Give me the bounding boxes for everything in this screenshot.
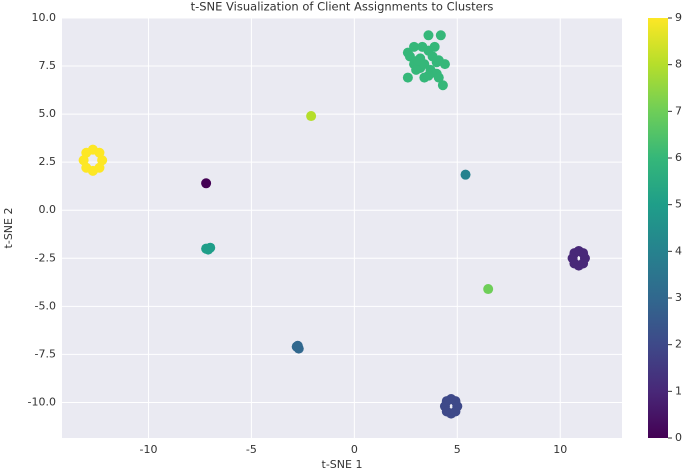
y-tick-label: 2.5 bbox=[39, 155, 57, 168]
x-tick-label: 10 bbox=[553, 443, 567, 456]
point bbox=[306, 111, 317, 122]
colorbar-tick-label: 1 bbox=[675, 384, 682, 397]
colorbar-tick-label: 4 bbox=[675, 244, 682, 257]
point bbox=[413, 55, 424, 66]
y-tick-label: 10.0 bbox=[32, 11, 57, 24]
plot-area bbox=[62, 18, 622, 438]
point bbox=[201, 178, 212, 189]
y-tick-label: -2.5 bbox=[35, 251, 56, 264]
point bbox=[578, 258, 589, 269]
chart-title: t-SNE Visualization of Client Assignment… bbox=[191, 0, 494, 14]
point bbox=[203, 244, 214, 255]
point bbox=[427, 51, 438, 62]
point bbox=[450, 406, 461, 417]
y-tick-label: -7.5 bbox=[35, 347, 56, 360]
y-tick-label: -10.0 bbox=[28, 395, 56, 408]
y-tick-label: -5.0 bbox=[35, 299, 56, 312]
x-tick-label: -10 bbox=[139, 443, 157, 456]
colorbar-tick-label: 6 bbox=[675, 151, 682, 164]
point bbox=[437, 80, 448, 91]
colorbar-tick-label: 0 bbox=[675, 431, 682, 444]
point bbox=[411, 64, 422, 75]
colorbar bbox=[648, 18, 668, 438]
y-tick-label: 0.0 bbox=[39, 203, 57, 216]
colorbar-tick-label: 8 bbox=[675, 58, 682, 71]
colorbar-tick-label: 7 bbox=[675, 104, 682, 117]
point bbox=[423, 70, 434, 81]
point bbox=[435, 30, 446, 41]
point bbox=[404, 51, 415, 62]
point bbox=[433, 72, 444, 83]
y-tick-label: 5.0 bbox=[39, 107, 57, 120]
y-axis-label: t-SNE 2 bbox=[2, 208, 15, 249]
x-tick-label: 0 bbox=[351, 443, 358, 456]
x-axis-label: t-SNE 1 bbox=[322, 458, 363, 471]
point bbox=[94, 162, 105, 173]
colorbar-tick-label: 3 bbox=[675, 291, 682, 304]
point bbox=[423, 30, 434, 41]
point bbox=[292, 340, 303, 351]
y-tick-label: 7.5 bbox=[39, 59, 57, 72]
point bbox=[409, 41, 420, 52]
x-tick-label: 5 bbox=[454, 443, 461, 456]
colorbar-tick-label: 2 bbox=[675, 338, 682, 351]
point bbox=[460, 169, 471, 180]
point bbox=[483, 284, 494, 295]
x-tick-label: -5 bbox=[246, 443, 257, 456]
point bbox=[417, 41, 428, 52]
colorbar-tick-label: 9 bbox=[675, 11, 682, 24]
point bbox=[402, 72, 413, 83]
colorbar-tick-label: 5 bbox=[675, 198, 682, 211]
